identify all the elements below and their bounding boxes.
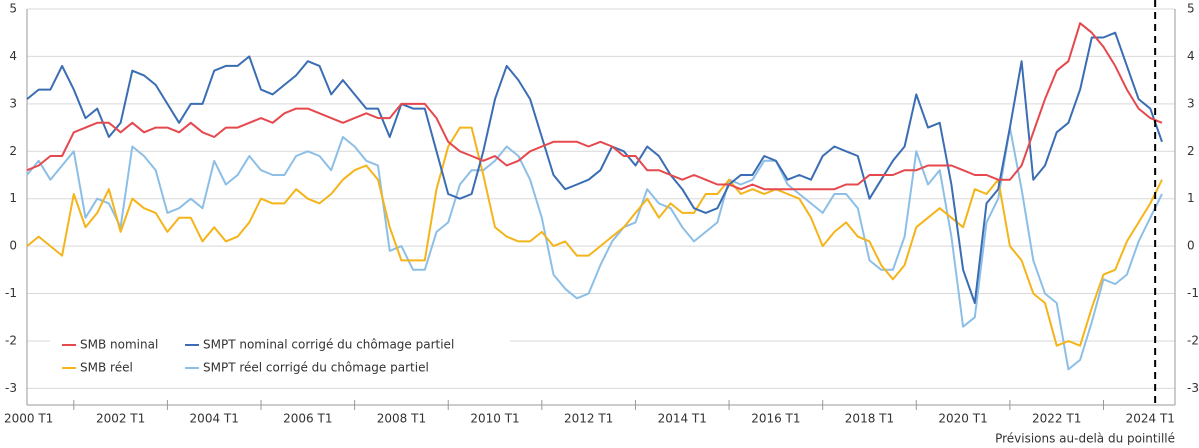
x-tick-label: 2020 T1 — [938, 412, 987, 426]
y-tick-label: -3 — [5, 381, 17, 395]
x-tick-label: 2024 T1 — [1126, 412, 1175, 426]
x-tick-label: 2006 T1 — [283, 412, 332, 426]
series-line — [26, 126, 1163, 347]
legend-label: SMB réel — [80, 361, 133, 375]
y2-tick-label: 2 — [1187, 144, 1195, 158]
x-tick-label: 2002 T1 — [96, 412, 145, 426]
y2-tick-label: 3 — [1187, 96, 1195, 110]
y2-tick-label: -2 — [1187, 333, 1199, 347]
x-tick-label: 2014 T1 — [658, 412, 707, 426]
y-tick-label: 1 — [9, 191, 17, 205]
x-tick-label: 2022 T1 — [1032, 412, 1081, 426]
y-tick-label: 3 — [9, 96, 17, 110]
x-tick-label: 2010 T1 — [470, 412, 519, 426]
x-tick-label: 2008 T1 — [377, 412, 426, 426]
x-tick-label: 2016 T1 — [751, 412, 800, 426]
y-tick-label: 5 — [9, 2, 17, 16]
y2-tick-label: -3 — [1187, 381, 1199, 395]
y-tick-label: 2 — [9, 144, 17, 158]
y2-tick-label: -1 — [1187, 286, 1199, 300]
series-line — [26, 126, 1163, 371]
y-tick-label: 4 — [9, 49, 17, 63]
legend-bg — [50, 332, 510, 380]
forecast-note: Prévisions au-delà du pointillé — [995, 432, 1175, 446]
y2-tick-label: 4 — [1187, 49, 1195, 63]
x-tick-label: 2018 T1 — [845, 412, 894, 426]
y2-tick-label: 1 — [1187, 191, 1195, 205]
x-tick-label: 2000 T1 — [4, 412, 53, 426]
y-tick-label: -2 — [5, 333, 17, 347]
y2-tick-label: 5 — [1187, 2, 1195, 16]
y2-tick-label: 0 — [1187, 239, 1195, 253]
series-line — [26, 31, 1163, 304]
legend-label: SMPT réel corrigé du chômage partiel — [203, 361, 429, 375]
x-tick-label: 2012 T1 — [564, 412, 613, 426]
legend-label: SMB nominal — [80, 338, 158, 352]
x-tick-label: 2004 T1 — [190, 412, 239, 426]
series-line — [26, 22, 1163, 191]
y-tick-label: 0 — [9, 239, 17, 253]
y-tick-label: -1 — [5, 286, 17, 300]
legend-label: SMPT nominal corrigé du chômage partiel — [203, 338, 454, 352]
